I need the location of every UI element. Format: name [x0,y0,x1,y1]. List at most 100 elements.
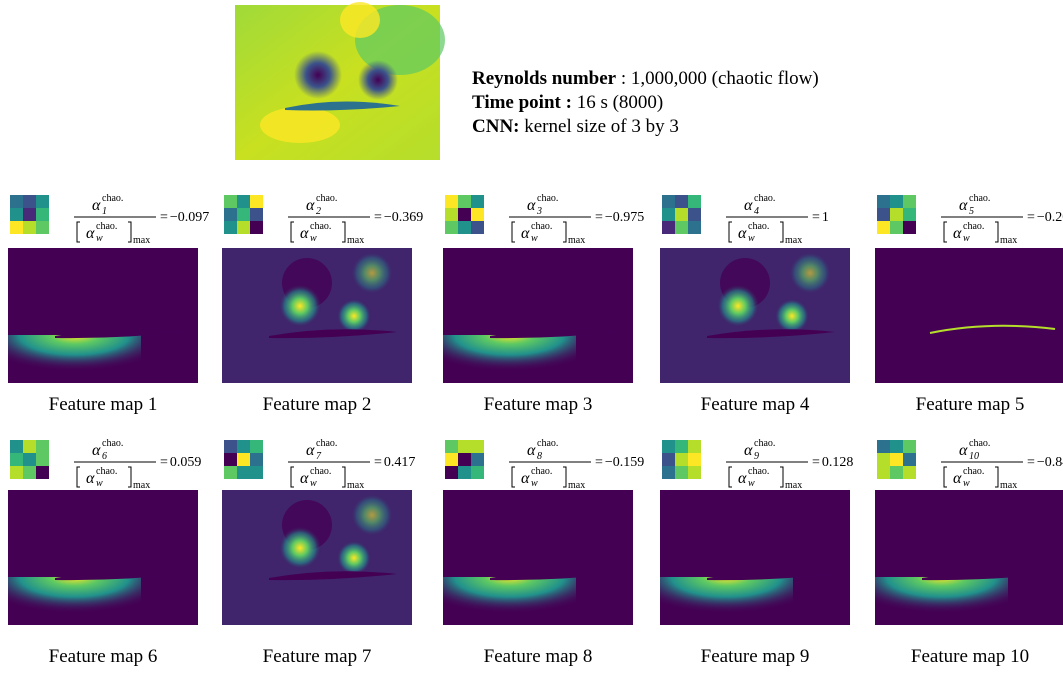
kernel-cell [458,195,471,208]
value: 1 [822,210,829,225]
numerator-superscript: chao. [754,193,775,204]
feature-map-label: Feature map 4 [701,394,810,415]
kernel-cell [10,208,23,221]
equals: = [812,455,820,470]
denominator-subscript: max [785,480,802,491]
kernel-cell [877,466,890,479]
alpha: α [306,442,315,459]
numerator: α [306,442,315,459]
value: 0.059 [170,455,202,470]
denominator-index: w [748,478,755,489]
kernel-cell [224,453,237,466]
feature-map-image [443,490,633,625]
vortex [278,284,322,328]
kernel-cell [890,195,903,208]
vortex [350,493,394,537]
kernel-cell [23,221,36,234]
vortex [278,526,322,570]
coefficient-value: =1 [812,210,829,225]
vortex [774,298,810,334]
denominator-superscript: chao. [310,221,331,232]
coefficient-value: =0.128 [812,455,853,470]
kernel-cell [662,221,675,234]
numerator-index: 2 [316,206,321,217]
kernel-cell [471,221,484,234]
value: −0.097 [170,210,209,225]
coefficient-value: =−0.369 [374,210,423,225]
kernel-cell [675,440,688,453]
kernel-cell [23,466,36,479]
kernel-cell [36,453,49,466]
kernel-cell [10,466,23,479]
numerator-index: 1 [102,206,107,217]
denominator-index: w [963,478,970,489]
value: −0.201 [1037,210,1063,225]
equals: = [374,455,382,470]
kernel-cell [877,453,890,466]
kernel-cell [250,466,263,479]
kernel-cell [23,440,36,453]
feature-map-image [8,248,198,383]
equals: = [160,455,168,470]
equals: = [812,210,820,225]
denominator-subscript: max [785,235,802,246]
header-label: CNN: [472,116,520,137]
denominator-superscript: chao. [310,466,331,477]
kernel-cell [675,453,688,466]
kernel-cell [890,221,903,234]
numerator: α [92,197,101,214]
denominator-index: w [531,233,538,244]
kernel-cell [688,453,701,466]
denominator-superscript: chao. [531,466,552,477]
kernel-cell [458,208,471,221]
denominator-superscript: chao. [531,221,552,232]
kernel-cell [10,453,23,466]
kernel-cell [237,466,250,479]
numerator-superscript: chao. [316,438,337,449]
denominator-subscript: max [347,480,364,491]
kernel-cell [237,208,250,221]
denominator-superscript: chao. [96,221,117,232]
kernel-cell [445,195,458,208]
feature-map-image [660,490,850,625]
kernel-cell [903,453,916,466]
lead-glow [875,577,1008,625]
vortex [336,540,372,576]
kernel-cell [10,195,23,208]
feature-maps: α1chao.αwchao.max=−0.097Feature map 1α2c… [8,193,1063,667]
value: 0.128 [822,455,854,470]
kernel-cell [675,466,688,479]
kernel-cell [237,195,250,208]
kernel-cell [877,208,890,221]
flow-field-image [235,2,445,160]
kernel-cell [250,195,263,208]
kernel-cell [36,221,49,234]
kernel-cell [250,221,263,234]
feature-panel: α7chao.αwchao.max=0.417Feature map 7 [222,438,415,667]
kernel-cell [890,453,903,466]
header-text: kernel size of 3 by 3 [520,116,679,137]
kernel-cell [10,440,23,453]
kernel-cell [10,221,23,234]
kernel-cell [890,440,903,453]
kernel-cell [445,466,458,479]
coefficient-value: =−0.842 [1027,455,1063,470]
denominator-superscript: chao. [748,466,769,477]
feature-map-image [222,248,412,383]
figure: Reynolds number : 1,000,000 (chaotic flo… [0,0,1063,677]
denominator-index: w [310,478,317,489]
numerator-superscript: chao. [754,438,775,449]
value: −0.159 [605,455,644,470]
denominator-subscript: max [568,480,585,491]
denominator-subscript: max [1000,480,1017,491]
kernel-cell [23,453,36,466]
kernel-cell [250,208,263,221]
numerator-superscript: chao. [102,193,123,204]
alpha: α [92,197,101,214]
header-text: : 1,000,000 (chaotic flow) [616,68,819,89]
feature-map-label: Feature map 3 [484,394,593,415]
header-text: 16 s (8000) [572,92,663,113]
kernel-cell [471,440,484,453]
feature-map-label: Feature map 9 [701,646,810,667]
